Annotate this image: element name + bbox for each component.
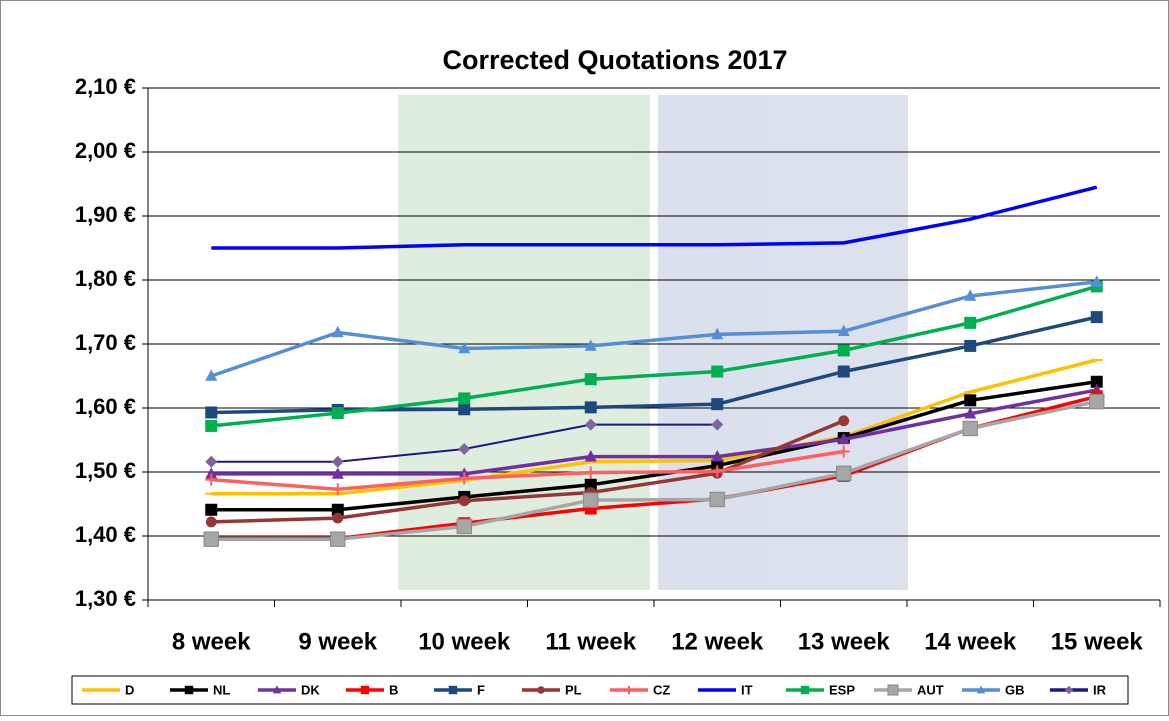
marker — [458, 403, 470, 415]
marker — [332, 513, 343, 524]
marker — [711, 366, 723, 378]
x-tick-label: 13 week — [798, 628, 891, 655]
marker — [537, 686, 545, 694]
legend-label: GB — [1005, 682, 1025, 697]
x-tick-label: 14 week — [924, 628, 1017, 655]
y-tick-label: 2,00 € — [75, 138, 136, 163]
y-tick-label: 1,70 € — [75, 330, 136, 355]
marker — [963, 421, 977, 435]
marker — [205, 504, 217, 516]
marker — [458, 392, 470, 404]
marker — [205, 406, 217, 418]
x-tick-label: 12 week — [671, 628, 764, 655]
legend-label: IT — [741, 682, 753, 697]
legend-label: B — [389, 682, 398, 697]
marker — [838, 415, 849, 426]
marker — [710, 492, 724, 506]
marker — [331, 532, 345, 546]
marker — [837, 466, 851, 480]
marker — [1091, 311, 1103, 323]
marker — [964, 394, 976, 406]
legend-label: IR — [1093, 682, 1107, 697]
y-tick-label: 1,40 € — [75, 522, 136, 547]
y-tick-label: 1,50 € — [75, 458, 136, 483]
legend-label: AUT — [917, 682, 944, 697]
marker — [459, 495, 470, 506]
y-tick-label: 2,10 € — [75, 74, 136, 99]
legend-label: ESP — [829, 682, 855, 697]
x-tick-label: 11 week — [545, 628, 636, 655]
legend-label: D — [125, 682, 134, 697]
x-tick-label: 15 week — [1051, 628, 1144, 655]
legend-label: NL — [213, 682, 230, 697]
marker — [206, 517, 217, 528]
chart-title: Corrected Quotations 2017 — [442, 45, 787, 75]
y-tick-label: 1,80 € — [75, 266, 136, 291]
legend-label: PL — [565, 682, 582, 697]
marker — [838, 344, 850, 356]
marker — [584, 493, 598, 507]
marker — [838, 366, 850, 378]
marker — [801, 686, 809, 694]
x-tick-label: 8 week — [172, 628, 251, 655]
marker — [964, 317, 976, 329]
marker — [1090, 394, 1104, 408]
marker — [205, 420, 217, 432]
marker — [457, 519, 471, 533]
y-tick-label: 1,90 € — [75, 202, 136, 227]
y-tick-label: 1,30 € — [75, 586, 136, 611]
marker — [888, 685, 898, 695]
chart: Corrected Quotations 2017 1,30 € 1,40 € 1,… — [0, 0, 1169, 716]
legend-label: F — [477, 682, 485, 697]
marker — [711, 398, 723, 410]
marker — [361, 686, 369, 694]
marker — [585, 401, 597, 413]
marker — [449, 686, 457, 694]
x-tick-label: 10 week — [418, 628, 511, 655]
legend-label: DK — [301, 682, 320, 697]
legend-label: CZ — [653, 682, 670, 697]
marker — [332, 407, 344, 419]
marker — [185, 686, 193, 694]
x-tick-label: 9 week — [298, 628, 377, 655]
marker — [585, 373, 597, 385]
marker — [964, 340, 976, 352]
marker — [204, 532, 218, 546]
y-tick-label: 1,60 € — [75, 394, 136, 419]
